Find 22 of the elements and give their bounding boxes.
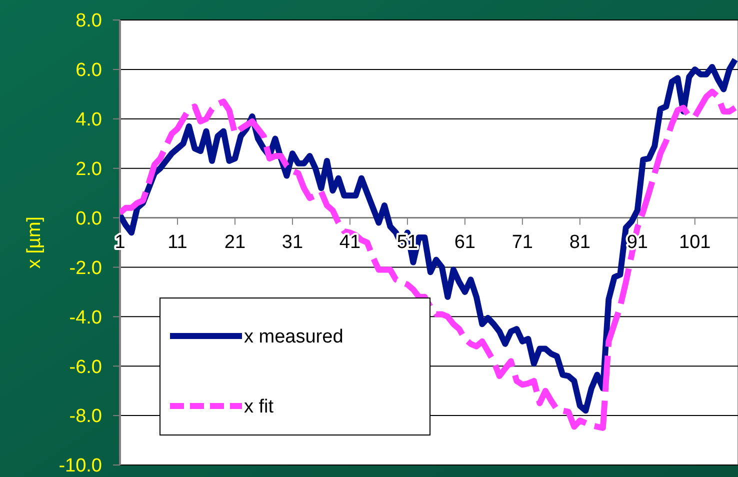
legend-label: x measured	[244, 326, 344, 348]
x-tick-label: 21	[224, 232, 246, 253]
legend-label: x fit	[244, 396, 274, 418]
y-axis-title: x [µm]	[24, 216, 45, 269]
y-tick-label: -4.0	[69, 307, 102, 328]
x-tick-label: 11	[168, 232, 188, 253]
x-tick-label: 81	[569, 232, 590, 253]
x-tick-label: 71	[512, 232, 533, 253]
y-tick-label: 8.0	[76, 10, 102, 32]
x-tick-label: 61	[454, 232, 476, 253]
x-tick-label: 41	[339, 232, 361, 253]
y-tick-label: -6.0	[69, 356, 102, 378]
y-tick-label: -8.0	[69, 406, 102, 428]
x-tick-label: 1	[114, 232, 126, 253]
y-tick-label: -10.0	[58, 456, 102, 477]
y-tick-label: -2.0	[69, 258, 102, 279]
y-tick-label: 6.0	[76, 60, 102, 82]
x-tick-label: 101	[679, 232, 711, 253]
y-tick-label: 2.0	[76, 158, 102, 180]
y-tick-label: 4.0	[76, 110, 102, 131]
y-tick-label: 0.0	[76, 208, 102, 230]
x-tick-label: 31	[282, 232, 304, 253]
